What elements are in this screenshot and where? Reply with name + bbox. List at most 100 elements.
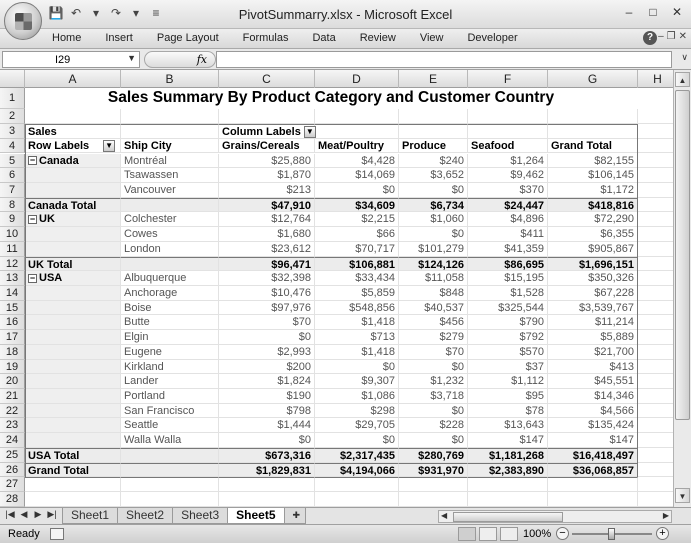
value-cell[interactable]: $25,880 [219,153,315,169]
value-cell[interactable]: $350,326 [548,271,638,286]
value-cell[interactable]: $905,867 [548,241,638,257]
row-header[interactable]: 9 [0,212,25,228]
row-header[interactable]: 10 [0,227,25,242]
value-cell[interactable]: $1,172 [548,182,638,198]
column-header-g[interactable]: G [548,70,638,88]
value-cell[interactable]: $3,539,767 [548,300,638,316]
maximize-button[interactable]: □ [649,5,657,19]
tab-page-layout[interactable]: Page Layout [156,32,219,44]
value-cell[interactable]: $298 [315,403,399,419]
undo-icon[interactable]: ↶ [70,6,82,20]
collapse-icon[interactable]: − [28,155,37,166]
total-value[interactable]: $1,181,268 [468,447,548,463]
cell[interactable] [638,183,673,198]
total-value[interactable]: $34,609 [315,197,399,213]
cell[interactable] [399,124,468,139]
value-cell[interactable]: $97,976 [219,300,315,316]
normal-view-icon[interactable] [458,527,476,541]
category-header[interactable]: Seafood [468,138,548,154]
total-value[interactable]: $106,881 [315,256,399,272]
column-header-d[interactable]: D [315,70,399,88]
cell[interactable] [121,256,219,272]
value-cell[interactable]: $1,418 [315,344,399,360]
cell[interactable] [638,492,673,507]
cell[interactable] [121,197,219,213]
value-cell[interactable]: $106,145 [548,168,638,183]
total-value[interactable]: $673,316 [219,447,315,463]
cell[interactable] [219,109,315,125]
total-value[interactable]: $124,126 [399,256,468,272]
value-cell[interactable]: $0 [399,182,468,198]
value-cell[interactable]: $10,476 [219,285,315,301]
value-cell[interactable]: $23,612 [219,241,315,257]
row-header[interactable]: 17 [0,330,25,345]
tab-insert[interactable]: Insert [105,32,133,44]
value-cell[interactable]: $570 [468,344,548,360]
country-label[interactable]: − UK [25,212,121,228]
total-value[interactable]: $47,910 [219,197,315,213]
total-value[interactable]: $280,769 [399,447,468,463]
undo-dropdown-icon[interactable]: ▾ [92,6,100,20]
row-header[interactable]: 15 [0,300,25,316]
tab-home[interactable]: Home [52,32,82,44]
save-icon[interactable]: 💾 [48,6,64,20]
value-cell[interactable]: $1,086 [315,389,399,404]
value-cell[interactable]: $790 [468,315,548,331]
value-cell[interactable]: $548,856 [315,300,399,316]
cell[interactable] [219,477,315,493]
value-cell[interactable]: $12,764 [219,212,315,228]
cell[interactable] [638,286,673,301]
ship-city-header[interactable]: Ship City [121,138,219,154]
minimize-workbook-icon[interactable]: – [658,31,664,42]
cell[interactable] [548,477,638,493]
zoom-out-button[interactable]: − [556,527,569,540]
value-cell[interactable]: $78 [468,403,548,419]
insert-sheet-icon[interactable]: ✚ [283,508,306,524]
country-label[interactable] [25,168,121,183]
value-cell[interactable]: $1,680 [219,227,315,242]
value-cell[interactable]: $200 [219,359,315,375]
city-label[interactable]: Vancouver [121,182,219,198]
help-icon[interactable]: ? [643,31,657,45]
city-label[interactable]: Seattle [121,418,219,434]
value-cell[interactable]: $713 [315,330,399,345]
name-box[interactable]: I29 ▼ [2,51,140,68]
value-cell[interactable]: $0 [315,182,399,198]
tab-view[interactable]: View [419,32,444,44]
value-cell[interactable]: $0 [399,227,468,242]
value-cell[interactable]: $66 [315,227,399,242]
total-value[interactable]: $1,696,151 [548,256,638,272]
value-cell[interactable]: $147 [548,433,638,448]
country-label[interactable] [25,285,121,301]
value-cell[interactable]: $9,462 [468,168,548,183]
value-cell[interactable]: $1,444 [219,418,315,434]
cell[interactable] [548,492,638,507]
cell[interactable] [399,477,468,493]
city-label[interactable]: Tsawassen [121,168,219,183]
country-label[interactable] [25,227,121,242]
value-cell[interactable]: $72,290 [548,212,638,228]
cell[interactable] [638,404,673,419]
row-labels-header[interactable]: Row Labels ▼ [25,138,121,154]
customize-qat-icon[interactable]: ≡ [152,6,160,20]
country-label[interactable]: − USA [25,271,121,286]
sheet-title[interactable]: Sales Summary By Product Category and Cu… [107,89,555,106]
row-header[interactable]: 21 [0,389,25,404]
page-break-preview-icon[interactable] [500,527,518,541]
cell[interactable] [638,418,673,434]
sheet-tab-sheet3[interactable]: Sheet3 [172,508,229,524]
cell[interactable] [315,124,399,139]
country-label[interactable] [25,433,121,448]
value-cell[interactable]: $370 [468,182,548,198]
city-label[interactable]: Butte [121,315,219,331]
value-cell[interactable]: $411 [468,227,548,242]
value-cell[interactable]: $0 [219,330,315,345]
next-sheet-icon[interactable]: ▶ [34,509,42,519]
total-value[interactable]: $6,734 [399,197,468,213]
value-cell[interactable]: $0 [315,359,399,375]
value-cell[interactable]: $0 [315,433,399,448]
grand-total-label[interactable]: Grand Total [25,462,121,478]
country-label[interactable] [25,241,121,257]
cell[interactable] [468,477,548,493]
